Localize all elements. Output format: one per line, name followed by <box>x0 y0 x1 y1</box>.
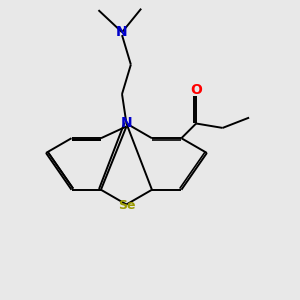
Text: N: N <box>116 25 128 39</box>
Text: N: N <box>121 116 132 130</box>
Text: Se: Se <box>118 200 135 212</box>
Text: O: O <box>190 82 202 97</box>
